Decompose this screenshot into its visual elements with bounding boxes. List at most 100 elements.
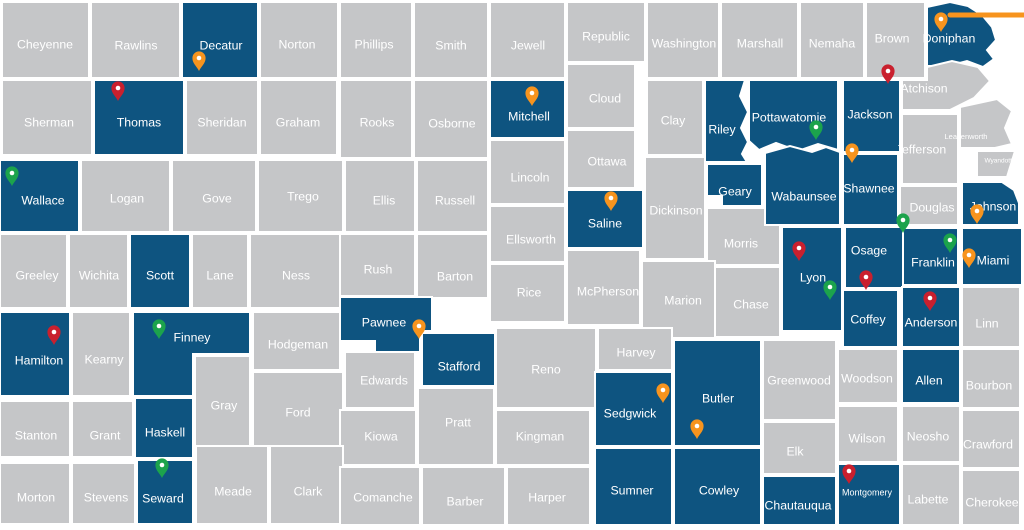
county-neosho[interactable]: [901, 405, 961, 463]
map-pin-red-hamilton-icon[interactable]: [47, 325, 61, 345]
county-hodgeman[interactable]: [252, 311, 341, 371]
county-graham[interactable]: [259, 79, 338, 156]
map-pin-red-thomas-icon[interactable]: [111, 81, 125, 101]
county-haskell[interactable]: [134, 397, 194, 459]
county-morris[interactable]: [706, 207, 781, 266]
county-barber[interactable]: [421, 466, 506, 526]
county-kiowa[interactable]: [339, 409, 417, 466]
county-rice[interactable]: [489, 263, 566, 323]
map-pin-orange-mitchell-icon[interactable]: [525, 86, 539, 106]
county-barton[interactable]: [416, 233, 489, 299]
county-washington[interactable]: [646, 1, 720, 79]
county-cloud[interactable]: [566, 63, 636, 129]
county-ottawa[interactable]: [566, 129, 636, 189]
county-trego[interactable]: [257, 159, 344, 233]
county-cowley[interactable]: [673, 447, 762, 526]
map-pin-red-montgomery-icon[interactable]: [842, 464, 856, 484]
county-osage[interactable]: [844, 226, 904, 289]
county-wabaunsee[interactable]: [764, 144, 841, 226]
county-ness[interactable]: [249, 233, 344, 309]
county-cheyenne[interactable]: [1, 1, 90, 79]
county-lincoln[interactable]: [489, 139, 566, 205]
county-elk[interactable]: [762, 421, 837, 475]
county-logan[interactable]: [80, 159, 171, 233]
county-coffey[interactable]: [842, 289, 899, 348]
county-dickinson[interactable]: [644, 156, 706, 260]
county-linn[interactable]: [961, 286, 1021, 348]
map-pin-orange-doniphan-icon[interactable]: [934, 12, 948, 32]
county-jefferson[interactable]: [901, 113, 959, 185]
map-pin-red-anderson-icon[interactable]: [923, 291, 937, 311]
county-gove[interactable]: [171, 159, 257, 233]
county-brown[interactable]: [865, 1, 926, 79]
county-republic[interactable]: [566, 1, 646, 63]
county-stevens[interactable]: [71, 462, 136, 525]
county-wyandotte[interactable]: [976, 150, 1017, 178]
county-jackson[interactable]: [842, 79, 901, 153]
county-comanche[interactable]: [339, 466, 421, 526]
county-rush[interactable]: [339, 233, 416, 297]
map-pin-orange-decatur-icon[interactable]: [192, 51, 206, 71]
county-woodson[interactable]: [837, 348, 899, 404]
county-sumner[interactable]: [594, 447, 673, 526]
county-lyon[interactable]: [781, 226, 843, 332]
map-pin-orange-butler-icon[interactable]: [690, 419, 704, 439]
county-allen[interactable]: [901, 348, 961, 404]
county-gray[interactable]: [194, 355, 251, 447]
map-pin-green-seward-icon[interactable]: [155, 458, 169, 478]
county-labette[interactable]: [901, 463, 961, 526]
map-pin-green-franklin-northwest-icon[interactable]: [896, 213, 910, 233]
county-clark[interactable]: [269, 445, 344, 525]
county-johnson[interactable]: [961, 181, 1020, 226]
county-ellis[interactable]: [344, 159, 416, 233]
county-smith[interactable]: [413, 1, 489, 79]
map-pin-green-lyon-south-icon[interactable]: [823, 280, 837, 300]
county-wilson[interactable]: [837, 405, 899, 463]
county-stafford[interactable]: [421, 332, 496, 387]
county-harvey[interactable]: [597, 327, 673, 371]
county-doniphan[interactable]: [926, 0, 998, 69]
county-mcpherson[interactable]: [566, 249, 641, 326]
county-chautauqua[interactable]: [762, 475, 837, 526]
county-wichita[interactable]: [68, 233, 129, 309]
county-nemaha[interactable]: [799, 1, 865, 79]
county-decatur[interactable]: [181, 1, 259, 79]
county-grant[interactable]: [71, 400, 134, 458]
map-pin-orange-miami-icon[interactable]: [962, 248, 976, 268]
county-norton[interactable]: [259, 1, 339, 79]
county-edwards[interactable]: [344, 351, 416, 409]
map-pin-orange-pawnee-icon[interactable]: [412, 319, 426, 339]
map-pin-red-jackson-icon[interactable]: [881, 64, 895, 84]
county-bourbon[interactable]: [961, 348, 1021, 409]
county-morton[interactable]: [0, 462, 71, 525]
county-phillips[interactable]: [339, 1, 413, 79]
county-ellsworth[interactable]: [489, 205, 566, 263]
county-greeley[interactable]: [0, 233, 68, 309]
map-pin-green-franklin-icon[interactable]: [943, 233, 957, 253]
county-chase[interactable]: [714, 266, 781, 338]
county-pratt[interactable]: [417, 387, 495, 466]
county-riley[interactable]: [704, 79, 750, 163]
county-marion[interactable]: [641, 260, 716, 339]
map-pin-orange-johnson-icon[interactable]: [970, 204, 984, 224]
county-marshall[interactable]: [720, 1, 799, 79]
map-pin-orange-saline-icon[interactable]: [604, 191, 618, 211]
county-russell[interactable]: [416, 159, 489, 233]
county-osborne[interactable]: [413, 79, 489, 159]
county-sherman[interactable]: [1, 79, 93, 156]
county-reno[interactable]: [495, 327, 597, 409]
county-jewell[interactable]: [489, 1, 566, 79]
county-greenwood[interactable]: [762, 339, 837, 421]
county-scott[interactable]: [129, 233, 191, 309]
county-crawford[interactable]: [961, 409, 1021, 469]
county-harper[interactable]: [506, 466, 591, 526]
map-pin-red-osage-icon[interactable]: [859, 270, 873, 290]
county-cherokee[interactable]: [961, 469, 1021, 526]
map-pin-orange-shawnee-icon[interactable]: [845, 143, 859, 163]
map-pin-green-finney-icon[interactable]: [152, 319, 166, 339]
county-pawnee[interactable]: [339, 296, 433, 353]
map-pin-green-pottawatomie-icon[interactable]: [809, 120, 823, 140]
county-geary[interactable]: [706, 163, 763, 207]
county-clay[interactable]: [646, 79, 704, 156]
county-thomas[interactable]: [93, 79, 185, 156]
